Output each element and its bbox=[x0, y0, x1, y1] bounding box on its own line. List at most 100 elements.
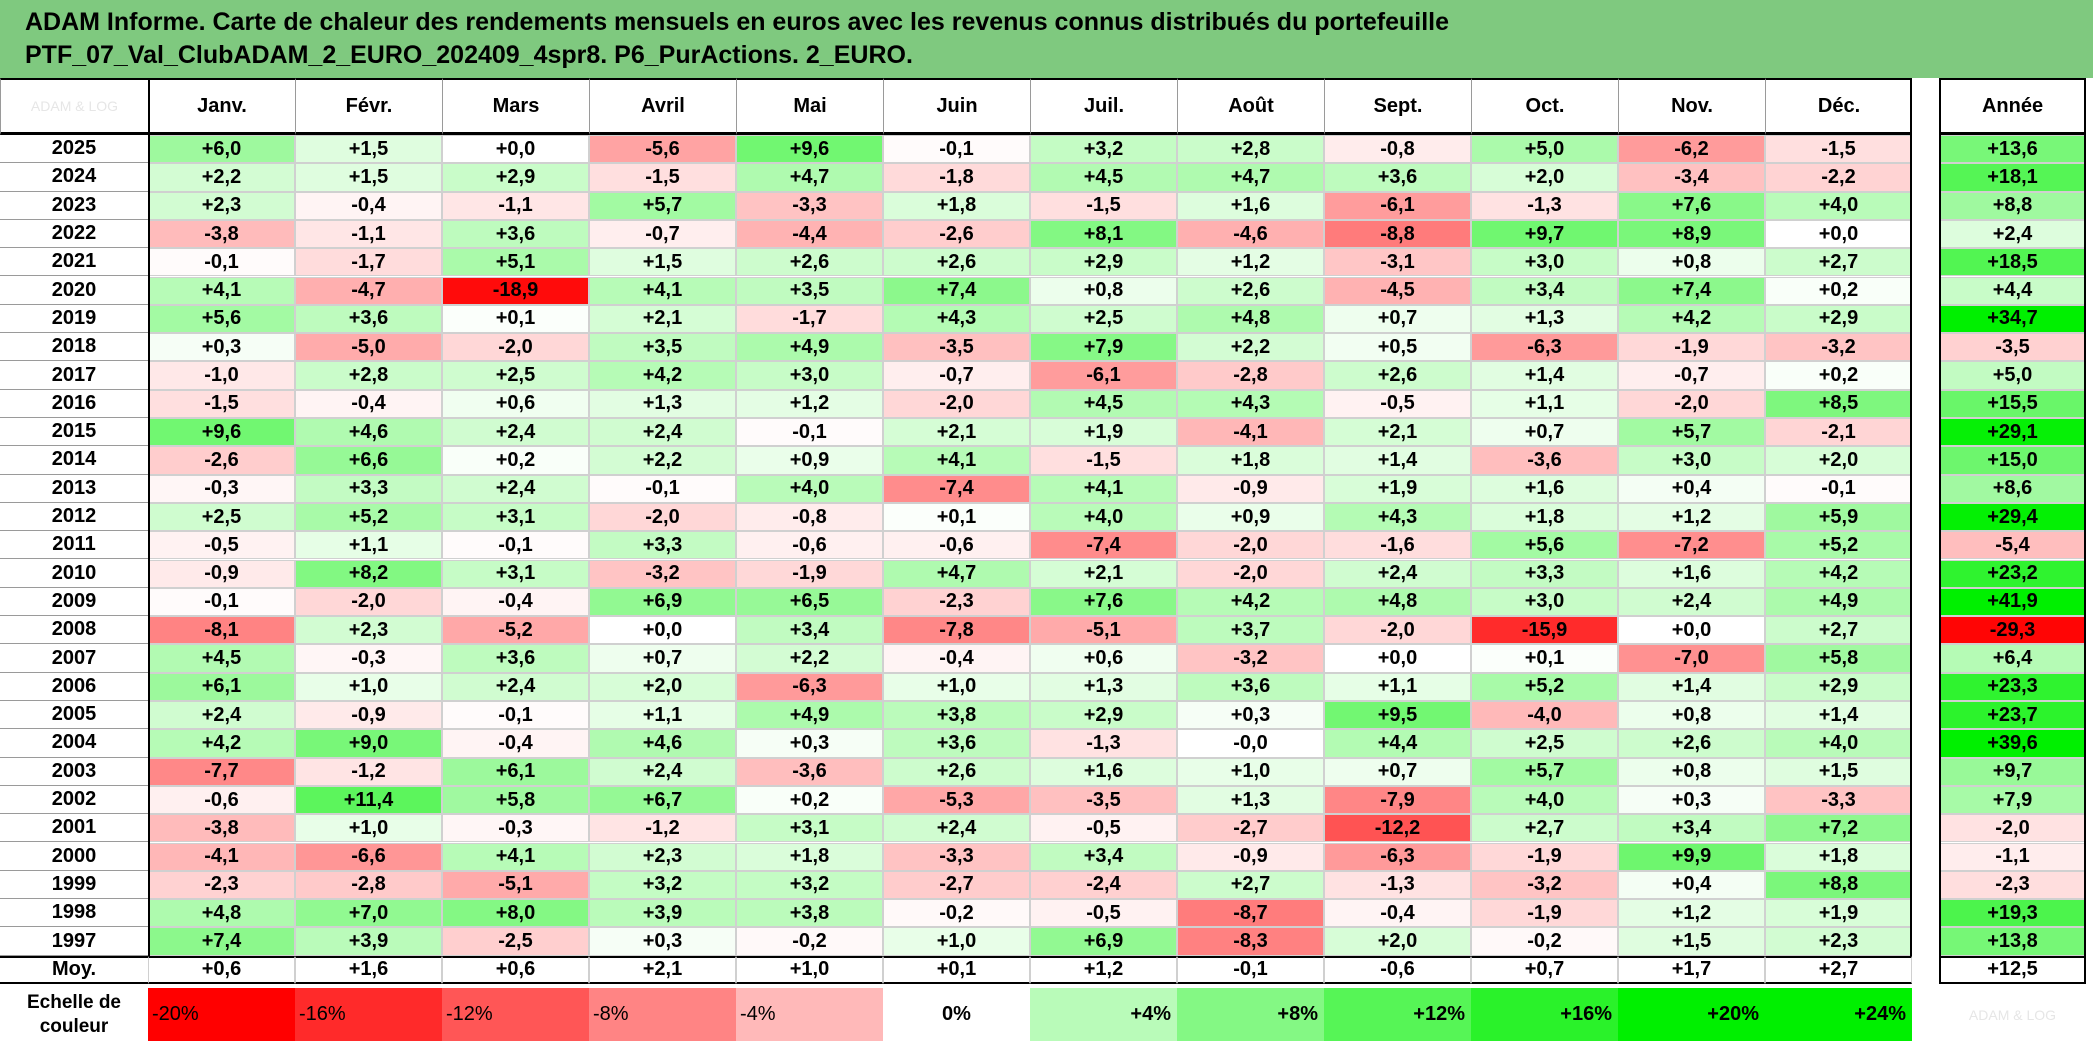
heatmap-cell: -2,5 bbox=[442, 927, 589, 956]
heatmap-cell: -2,8 bbox=[295, 870, 442, 900]
heatmap-cell: -0,4 bbox=[1324, 899, 1471, 928]
annual-cell: +5,0 bbox=[1939, 361, 2086, 390]
heatmap-cell: +2,3 bbox=[1765, 927, 1912, 956]
heatmap-cell: +3,3 bbox=[295, 474, 442, 503]
heatmap-cell: -4,5 bbox=[1324, 276, 1471, 305]
annual-cell: +34,7 bbox=[1939, 304, 2086, 334]
heatmap-cell: +0,8 bbox=[1618, 248, 1765, 277]
year-label: 2024 bbox=[0, 163, 148, 192]
heatmap-cell: +1,6 bbox=[1030, 757, 1177, 786]
annual-cell: -5,4 bbox=[1939, 531, 2086, 560]
heatmap-cell: +2,6 bbox=[883, 757, 1030, 786]
annual-cell: +23,7 bbox=[1939, 701, 2086, 730]
heatmap-cell: +3,8 bbox=[736, 899, 883, 928]
heatmap-cell: +1,3 bbox=[1471, 304, 1618, 334]
year-label: 2010 bbox=[0, 560, 148, 588]
annual-cell: -1,1 bbox=[1939, 842, 2086, 871]
heatmap-cell: -1,5 bbox=[148, 389, 295, 418]
heatmap-cell: +0,0 bbox=[1324, 644, 1471, 673]
heatmap-cell: -0,1 bbox=[736, 418, 883, 447]
heatmap-cell: -7,0 bbox=[1618, 644, 1765, 673]
heatmap-cell: +2,2 bbox=[736, 644, 883, 673]
heatmap-cell: +3,6 bbox=[1324, 163, 1471, 192]
annual-cell: +6,4 bbox=[1939, 644, 2086, 673]
average-cell: +1,7 bbox=[1618, 955, 1765, 984]
heatmap-cell: -3,5 bbox=[1030, 785, 1177, 815]
heatmap-cell: -1,2 bbox=[589, 814, 736, 843]
heatmap-cell: +4,2 bbox=[148, 729, 295, 758]
year-label: 2002 bbox=[0, 786, 148, 815]
heatmap-cell: -1,3 bbox=[1324, 870, 1471, 900]
heatmap-cell: -5,2 bbox=[442, 616, 589, 645]
year-label: 2014 bbox=[0, 446, 148, 475]
heatmap-cell: +0,6 bbox=[1030, 644, 1177, 673]
heatmap-cell: -4,4 bbox=[736, 219, 883, 249]
heatmap-cell: +3,0 bbox=[1618, 446, 1765, 475]
heatmap-cell: -8,7 bbox=[1177, 899, 1324, 928]
heatmap-cell: -0,9 bbox=[1177, 842, 1324, 871]
heatmap-cell: +8,9 bbox=[1618, 219, 1765, 249]
heatmap-cell: -0,4 bbox=[295, 389, 442, 418]
heatmap-cell: -2,7 bbox=[883, 870, 1030, 900]
heatmap-cell: +2,1 bbox=[589, 304, 736, 334]
heatmap-cell: +7,0 bbox=[295, 899, 442, 928]
heatmap-cell: +4,2 bbox=[1177, 587, 1324, 617]
heatmap-cell: -0,2 bbox=[883, 899, 1030, 928]
heatmap-cell: -0,8 bbox=[1324, 135, 1471, 164]
heatmap-cell: +2,6 bbox=[1618, 729, 1765, 758]
heatmap-cell: +4,2 bbox=[589, 361, 736, 390]
heatmap-cell: -2,1 bbox=[1765, 418, 1912, 447]
heatmap-cell: +3,5 bbox=[589, 333, 736, 362]
heatmap-cell: -4,1 bbox=[148, 842, 295, 871]
heatmap-cell: -1,5 bbox=[1030, 191, 1177, 220]
heatmap-cell: -3,8 bbox=[148, 219, 295, 249]
annual-header: Année bbox=[1939, 78, 2086, 135]
heatmap-cell: -1,8 bbox=[883, 163, 1030, 192]
heatmap-cell: +0,7 bbox=[1471, 418, 1618, 447]
heatmap-cell: -8,3 bbox=[1177, 927, 1324, 956]
heatmap-cell: +2,7 bbox=[1765, 616, 1912, 645]
title-line-2: PTF_07_Val_ClubADAM_2_EURO_202409_4spr8.… bbox=[25, 41, 913, 69]
heatmap-cell: -1,7 bbox=[295, 248, 442, 277]
heatmap-cell: -2,2 bbox=[1765, 163, 1912, 192]
heatmap-cell: +4,7 bbox=[883, 559, 1030, 588]
year-label: 2020 bbox=[0, 277, 148, 305]
heatmap-cell: +2,6 bbox=[736, 248, 883, 277]
heatmap-cell: +2,0 bbox=[1471, 163, 1618, 192]
heatmap-cell: +3,9 bbox=[589, 899, 736, 928]
heatmap-cell: +4,3 bbox=[1324, 502, 1471, 532]
heatmap-cell: +0,7 bbox=[589, 644, 736, 673]
heatmap-cell: +2,4 bbox=[442, 672, 589, 701]
heatmap-cell: +1,9 bbox=[1030, 418, 1177, 447]
month-header-2: Mars bbox=[442, 78, 589, 135]
heatmap-cell: +4,0 bbox=[1030, 502, 1177, 532]
heatmap-cell: +6,5 bbox=[736, 587, 883, 617]
annual-cell: +29,4 bbox=[1939, 502, 2086, 532]
heatmap-cell: +4,4 bbox=[1324, 729, 1471, 758]
heatmap-cell: -0,1 bbox=[1765, 474, 1912, 503]
month-header-7: Août bbox=[1177, 78, 1324, 135]
heatmap-cell: -1,1 bbox=[295, 219, 442, 249]
average-cell: +0,6 bbox=[148, 955, 295, 984]
heatmap-cell: +0,4 bbox=[1618, 474, 1765, 503]
heatmap-cell: -6,2 bbox=[1618, 135, 1765, 164]
heatmap-cell: -1,5 bbox=[1765, 135, 1912, 164]
heatmap-cell: -3,3 bbox=[1765, 785, 1912, 815]
heatmap-cell: +5,6 bbox=[1471, 531, 1618, 560]
year-label: 2017 bbox=[0, 361, 148, 390]
report-header: ADAM Informe. Carte de chaleur des rende… bbox=[0, 0, 2093, 78]
color-scale-swatch: -12% bbox=[442, 988, 589, 1041]
heatmap-cell: -6,3 bbox=[736, 672, 883, 701]
heatmap-cell: -5,1 bbox=[442, 870, 589, 900]
heatmap-cell: +1,2 bbox=[1618, 899, 1765, 928]
month-header-0: Janv. bbox=[148, 78, 295, 135]
heatmap-cell: +3,0 bbox=[736, 361, 883, 390]
heatmap-cell: +1,1 bbox=[1471, 389, 1618, 418]
color-scale-label-line: couleur bbox=[39, 1015, 109, 1037]
heatmap-cell: +5,7 bbox=[1471, 757, 1618, 786]
heatmap-cell: +2,6 bbox=[1324, 361, 1471, 390]
heatmap-cell: +3,6 bbox=[442, 644, 589, 673]
heatmap-cell: +4,1 bbox=[148, 276, 295, 305]
heatmap-cell: +9,6 bbox=[736, 135, 883, 164]
year-label: 2015 bbox=[0, 418, 148, 447]
